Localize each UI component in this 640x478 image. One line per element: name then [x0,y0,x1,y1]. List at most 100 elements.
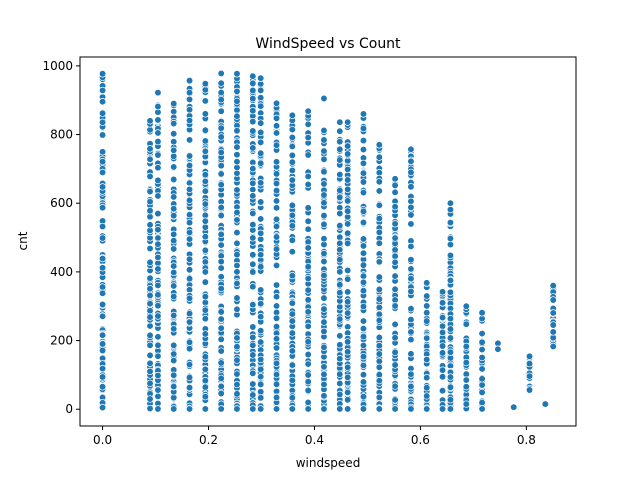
data-point [98,364,107,373]
data-point [185,116,194,125]
data-point [98,234,107,242]
data-point [446,405,455,413]
data-point [201,353,209,361]
data-point [375,214,383,223]
data-point [446,334,455,342]
data-point [217,335,225,344]
data-point [249,251,257,259]
data-point [185,318,194,326]
data-point [375,303,383,312]
data-point [185,338,194,346]
data-point [257,313,265,321]
data-point [185,185,194,194]
data-point [233,405,241,413]
data-point [359,159,368,167]
data-point [249,323,257,331]
data-point [154,129,162,137]
x-tick-label: 0.0 [93,433,112,447]
data-point [375,333,383,342]
y-tick-label: 600 [50,196,73,210]
data-point [257,405,265,413]
data-point [146,313,154,321]
data-point [170,119,178,128]
data-point [217,133,225,141]
data-point [344,405,352,413]
data-point [288,166,296,175]
data-point [257,159,265,167]
data-point [217,359,225,367]
data-point [320,147,328,155]
data-point [257,263,265,271]
data-point [336,256,344,264]
data-point [336,221,344,230]
data-point [233,334,241,342]
data-point [359,371,368,379]
data-point [478,353,486,362]
data-point [272,359,281,367]
data-point [344,165,352,174]
data-point [391,285,399,293]
data-point [438,313,447,322]
data-point [146,258,154,267]
data-point [446,240,455,249]
data-point [288,151,296,160]
data-point [249,72,257,80]
data-point [288,310,296,318]
data-point [344,176,352,184]
data-point [185,275,194,283]
data-point [170,230,178,238]
data-point [146,213,154,221]
data-point [304,107,312,115]
data-point [154,333,162,341]
data-point [154,240,162,248]
data-point [201,217,209,225]
data-point [407,350,415,358]
data-point [320,392,328,400]
data-point [154,164,162,172]
data-point [407,255,415,264]
data-point [320,199,328,207]
data-point [249,301,257,309]
data-point [304,405,312,413]
data-point [391,348,399,357]
data-point [217,124,225,132]
data-point [407,405,415,413]
data-point [438,288,447,296]
data-point [304,217,312,225]
data-point [525,386,534,394]
data-point [146,300,154,308]
x-axis-ticks: 0.0 0.2 0.4 0.6 0.8 [93,426,536,447]
data-point [359,235,368,243]
data-point [257,380,265,389]
data-point [98,183,107,191]
data-point [98,98,107,106]
data-point [154,151,162,159]
data-point [98,340,107,348]
data-point [170,405,178,413]
data-point [336,209,344,218]
data-point [201,110,209,118]
data-point [375,316,383,324]
data-point [359,393,368,401]
data-point [185,235,194,243]
data-point [478,309,486,317]
data-point [336,354,344,363]
data-point [146,395,154,403]
data-point [98,168,107,177]
data-point [336,118,344,126]
data-point [549,296,557,304]
data-point [288,329,296,337]
data-point [146,404,154,413]
data-point [249,144,257,152]
data-point [320,220,328,229]
data-point [320,191,328,199]
data-point [185,88,194,97]
data-point [375,187,383,195]
data-point [201,292,209,301]
data-point [359,110,368,118]
data-point [154,371,162,380]
data-point [359,361,368,370]
data-point [336,379,344,388]
data-point [146,155,154,164]
